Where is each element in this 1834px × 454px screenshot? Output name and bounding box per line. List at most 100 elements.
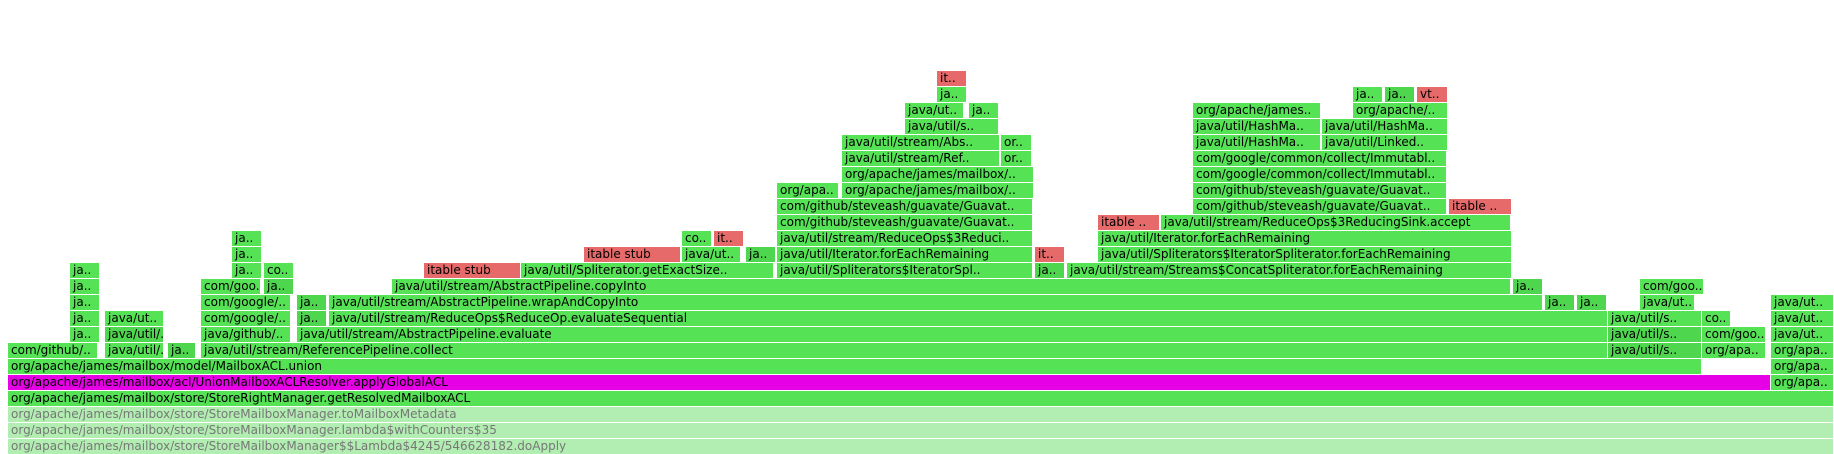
flame-frame[interactable]: org/apa.. — [1771, 375, 1833, 390]
flame-frame[interactable]: java/util/stream/Ref.. — [842, 151, 999, 166]
flame-frame[interactable]: com/github/steveash/guavate/Guavat.. — [1193, 199, 1446, 214]
flame-frame[interactable]: ja.. — [232, 247, 261, 262]
flame-frame[interactable]: java/github/.. — [201, 327, 290, 342]
flame-frame[interactable]: java/util/HashMa.. — [1193, 135, 1320, 150]
flame-frame[interactable]: java/util/s.. — [1608, 343, 1701, 358]
flame-frame[interactable]: java/util/stream/ReduceOps$3ReducingSink… — [1161, 215, 1510, 230]
flame-frame[interactable]: java/util/Spliterators$IteratorSpl.. — [777, 263, 1032, 278]
flame-frame[interactable]: ja.. — [297, 295, 326, 310]
flame-frame[interactable]: ja.. — [232, 231, 261, 246]
flame-frame[interactable]: com/google/.. — [201, 295, 290, 310]
flame-frame-label: org/apache/james/mailbox/store/StoreMail… — [11, 423, 497, 437]
flame-frame[interactable]: itable stub — [584, 247, 680, 262]
flame-frame[interactable]: java/util/s.. — [905, 119, 998, 134]
flame-frame[interactable]: com/github/steveash/guavate/Guavat.. — [777, 215, 1032, 230]
flame-frame[interactable]: vt.. — [1417, 87, 1447, 102]
flame-frame[interactable]: org/apache/james/mailbox/store/StoreMail… — [8, 407, 1833, 422]
flame-frame-label: java/util/s.. — [1611, 327, 1678, 341]
flame-frame[interactable]: itable .. — [1449, 199, 1511, 214]
flame-frame[interactable]: org/apa.. — [1771, 343, 1833, 358]
flame-frame[interactable]: org/apa.. — [777, 183, 838, 198]
flame-frame-label: java/util/stream/Ref.. — [845, 151, 970, 165]
flame-frame[interactable]: java/util/stream/AbstractPipeline.wrapAn… — [329, 295, 1542, 310]
flame-frame[interactable]: org/apache/james/mailbox/model/MailboxAC… — [8, 359, 1701, 374]
flame-frame[interactable]: com/goo.. — [201, 279, 260, 294]
flame-frame[interactable]: java/util/stream/ReduceOps$ReduceOp.eval… — [329, 311, 1607, 326]
flame-frame[interactable]: java/util/stream/ReferencePipeline.colle… — [201, 343, 1607, 358]
flame-frame[interactable]: org/apache/.. — [1353, 103, 1447, 118]
flame-frame[interactable]: ja.. — [1035, 263, 1064, 278]
flame-frame[interactable]: java/ut.. — [105, 311, 163, 326]
flame-frame[interactable]: java/util/stream/ReduceOps$3Reduci.. — [777, 231, 1032, 246]
flame-frame-label: vt.. — [1420, 87, 1440, 101]
flame-frame[interactable]: java/util/stream/AbstractPipeline.copyIn… — [392, 279, 1510, 294]
flame-frame[interactable]: java/ut.. — [905, 103, 963, 118]
flame-frame[interactable]: java/util/Iterator.forEachRemaining — [1098, 231, 1511, 246]
flame-frame[interactable]: ja.. — [70, 311, 99, 326]
flame-frame-label: org/apache/.. — [1356, 103, 1436, 117]
flame-frame[interactable]: ja.. — [297, 311, 326, 326]
flame-frame[interactable]: ja.. — [1577, 295, 1606, 310]
flame-frame[interactable]: co.. — [682, 231, 711, 246]
flame-frame[interactable]: java/util/Spliterator.getExactSize.. — [521, 263, 773, 278]
flame-frame[interactable]: java/ut.. — [1640, 295, 1694, 310]
flame-frame[interactable]: ja.. — [1545, 295, 1574, 310]
flame-frame[interactable]: co.. — [1702, 311, 1730, 326]
flame-frame[interactable]: org/apache/james/mailbox/store/StoreMail… — [8, 423, 1833, 438]
flame-frame[interactable]: org/apache/james/mailbox/acl/UnionMailbo… — [8, 375, 1770, 390]
flame-frame[interactable]: or.. — [1001, 135, 1031, 150]
flame-frame[interactable]: ja.. — [1385, 87, 1414, 102]
flame-frame[interactable]: java/util/Linked.. — [1322, 135, 1447, 150]
flame-frame[interactable]: com/goo.. — [1640, 279, 1703, 294]
flame-frame[interactable]: java/util/HashMa.. — [1193, 119, 1320, 134]
flame-frame[interactable]: java/ut.. — [682, 247, 740, 262]
flame-frame[interactable]: java/util/stream/AbstractPipeline.evalua… — [297, 327, 1607, 342]
flame-frame[interactable]: java/util/.. — [105, 327, 163, 342]
flame-frame[interactable]: ja.. — [168, 343, 195, 358]
flame-frame[interactable]: ja.. — [70, 279, 99, 294]
flame-frame[interactable]: java/util/Iterator.forEachRemaining — [777, 247, 1032, 262]
flame-frame[interactable]: org/apache/james/mailbox/.. — [842, 167, 1033, 182]
flame-frame[interactable]: java/ut.. — [1771, 311, 1833, 326]
flame-frame[interactable]: ja.. — [70, 263, 99, 278]
flame-frame[interactable]: java/util/.. — [105, 343, 163, 358]
flame-frame[interactable]: com/github/steveash/guavate/Guavat.. — [1193, 183, 1446, 198]
flame-frame[interactable]: ja.. — [264, 279, 293, 294]
flame-frame[interactable]: ja.. — [937, 87, 966, 102]
flame-frame[interactable]: ja.. — [746, 247, 775, 262]
flame-frame[interactable]: org/apa.. — [1771, 359, 1833, 374]
flame-frame[interactable]: ja.. — [1353, 87, 1382, 102]
flame-frame[interactable]: java/util/Spliterators$IteratorSpliterat… — [1098, 247, 1511, 262]
flame-frame[interactable]: or.. — [1001, 151, 1031, 166]
flame-frame[interactable]: itable .. — [1098, 215, 1159, 230]
flame-frame[interactable]: itable stub — [424, 263, 520, 278]
flame-frame[interactable]: java/util/s.. — [1608, 311, 1701, 326]
flame-frame[interactable]: co.. — [264, 263, 293, 278]
flame-frame[interactable]: ja.. — [70, 295, 99, 310]
flame-frame[interactable]: org/apache/james/mailbox/store/StoreRigh… — [8, 391, 1833, 406]
flame-frame[interactable]: ja.. — [70, 327, 99, 342]
flame-frame[interactable]: ja.. — [969, 103, 998, 118]
flame-frame[interactable]: java/util/HashMa.. — [1322, 119, 1447, 134]
flame-frame[interactable]: org/apache/james/mailbox/.. — [842, 183, 1033, 198]
flame-frame[interactable]: java/util/s.. — [1608, 327, 1701, 342]
flame-frame[interactable]: com/github/.. — [8, 343, 97, 358]
flame-frame[interactable]: java/ut.. — [1771, 295, 1833, 310]
flame-frame[interactable]: it.. — [714, 231, 743, 246]
flame-frame[interactable]: com/github/steveash/guavate/Guavat.. — [777, 199, 1032, 214]
flame-frame[interactable]: com/google/.. — [201, 311, 290, 326]
flame-frame[interactable]: com/google/common/collect/Immutabl.. — [1193, 151, 1446, 166]
flame-frame[interactable]: org/apache/james.. — [1193, 103, 1320, 118]
flame-frame[interactable]: it.. — [1035, 247, 1064, 262]
flame-frame[interactable]: java/util/stream/Streams$ConcatSpliterat… — [1067, 263, 1511, 278]
flame-frame[interactable]: com/goo.. — [1702, 327, 1765, 342]
flame-frame[interactable]: org/apache/james/mailbox/store/StoreMail… — [8, 439, 1833, 454]
flame-frame[interactable]: it.. — [937, 71, 966, 86]
flame-frame-label: ja.. — [300, 295, 319, 309]
flame-frame[interactable]: java/ut.. — [1771, 327, 1833, 342]
flame-frame[interactable]: org/apa.. — [1702, 343, 1765, 358]
flame-frame[interactable]: com/google/common/collect/Immutabl.. — [1193, 167, 1446, 182]
flame-frame[interactable]: ja.. — [1513, 279, 1542, 294]
flame-frame[interactable]: java/util/stream/Abs.. — [842, 135, 999, 150]
flame-frame[interactable]: ja.. — [232, 263, 261, 278]
